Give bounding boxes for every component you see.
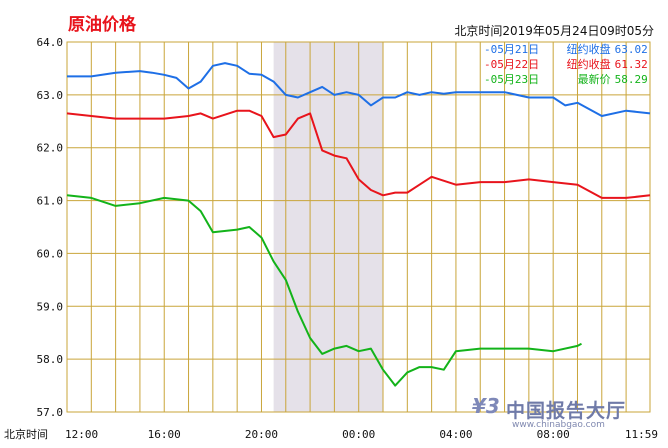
x-tick-label: 20:00 [245,428,278,441]
legend-value: 58.29 [614,73,648,86]
y-tick-label: 59.0 [37,300,64,313]
legend-value: 63.02 [614,43,648,56]
timestamp-label: 北京时间2019年05月24日09时05分 [454,24,654,38]
y-tick-label: 57.0 [37,406,64,419]
legend-key: 纽约收盘 [566,43,611,56]
y-tick-label: 63.0 [37,89,64,102]
shaded-band [273,42,384,412]
x-tick-label: 04:00 [439,428,472,441]
x-axis-title: 北京时间 [4,427,48,441]
legend-date: 05月23日 [490,73,540,86]
x-tick-label: 12:00 [65,428,98,441]
legend-date: 05月21日 [490,43,540,56]
watermark: ¥3 中国报告大厅 www.chinabgao.com [472,392,662,442]
y-tick-label: 62.0 [37,142,64,155]
legend-date: 05月22日 [490,58,540,71]
legend-item-0522: -05月22日 纽约收盘 61.32 [484,58,648,71]
legend-key: 纽约收盘 [566,58,611,71]
y-tick-label: 60.0 [37,247,64,260]
series-line-2 [66,194,582,387]
legend-item-0521: -05月21日 纽约收盘 63.02 [484,43,648,56]
series-line-0 [67,62,651,117]
x-tick-label: 11:59 [625,428,658,441]
y-tick-label: 64.0 [37,36,64,49]
chart-legend: -05月21日 纽约收盘 63.02 -05月22日 纽约收盘 61.32 -05月23… [484,42,648,87]
y-tick-label: 58.0 [37,353,64,366]
watermark-text: 中国报告大厅 [506,400,627,422]
x-tick-label: 08:00 [537,428,570,441]
chart-title: 原油价格 [68,15,136,35]
series-line-1 [66,109,651,199]
legend-item-0523: -05月23日 最新价 58.29 [484,73,648,86]
watermark-logo-icon: ¥3 [472,394,500,418]
legend-key: 最新价 [577,73,611,86]
watermark-url: www.chinabgao.com [512,420,605,430]
legend-value: 61.32 [614,58,648,71]
y-tick-label: 61.0 [37,195,64,208]
plot-frame [66,41,651,413]
x-tick-label: 16:00 [148,428,181,441]
x-tick-label: 00:00 [342,428,375,441]
